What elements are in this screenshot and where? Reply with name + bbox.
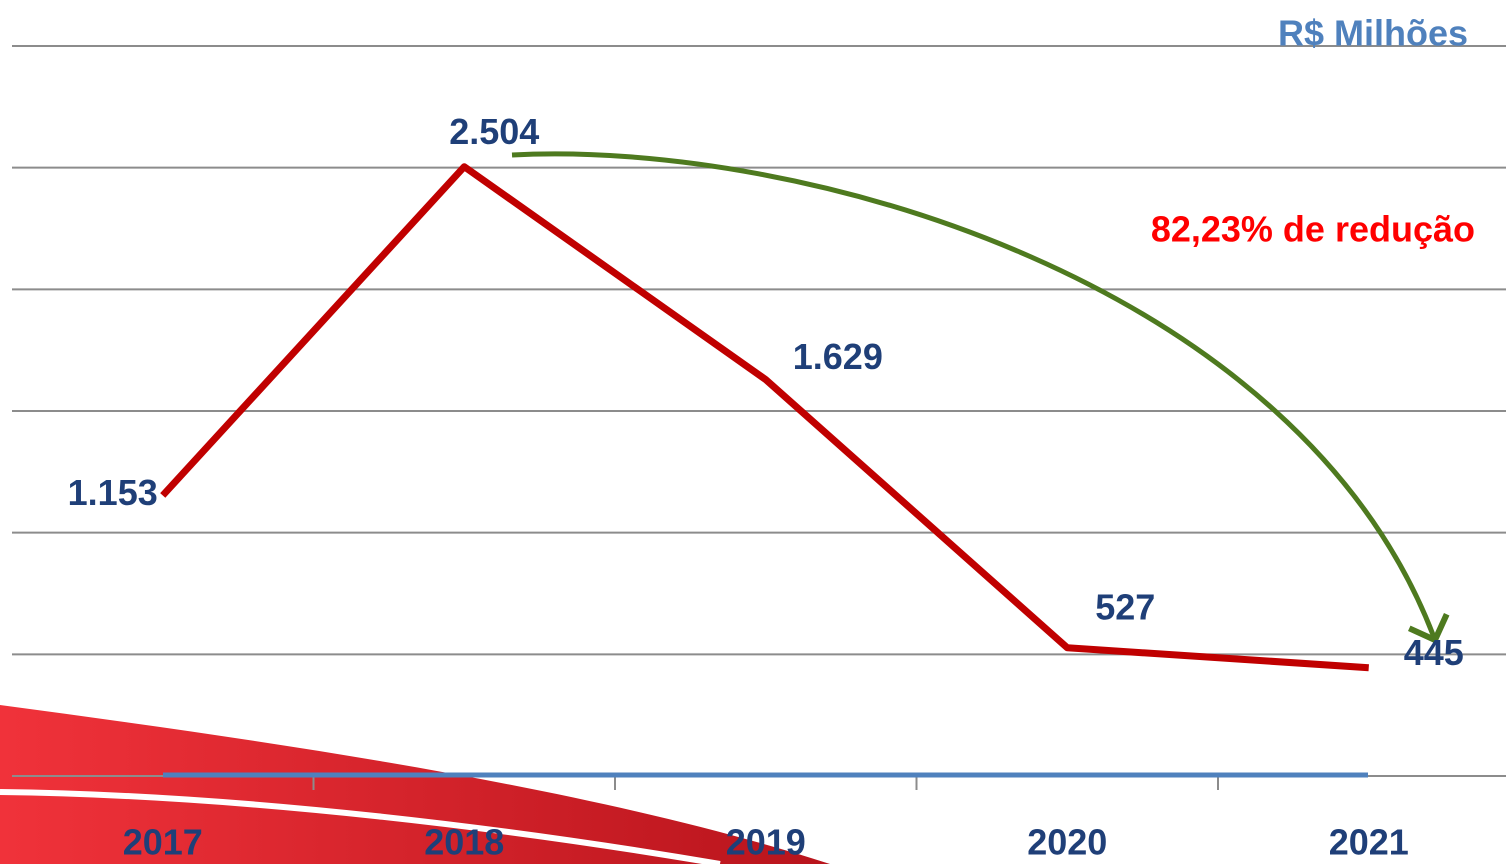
x-tick-label: 2021: [1329, 822, 1409, 863]
x-tick-label: 2018: [424, 822, 504, 863]
unit-label: R$ Milhões: [1278, 13, 1468, 54]
data-label: 1.629: [793, 336, 883, 377]
data-label: 1.153: [68, 472, 158, 513]
chart: R$ Milhões 82,23% de redução 1.153 2017 2.…: [0, 0, 1506, 864]
x-tick-label: 2020: [1027, 822, 1107, 863]
data-label: 2.504: [449, 111, 539, 152]
x-tick-label: 2019: [726, 822, 806, 863]
data-label: 445: [1404, 632, 1464, 673]
x-tick-label: 2017: [123, 822, 203, 863]
annotation: 82,23% de redução: [1151, 209, 1475, 250]
page: {"chart_data": {"type": "line", "unit_la…: [0, 0, 1506, 864]
data-label: 527: [1095, 586, 1155, 627]
